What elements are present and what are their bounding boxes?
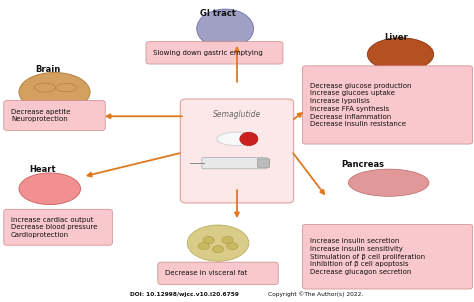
FancyBboxPatch shape	[158, 262, 278, 284]
FancyBboxPatch shape	[4, 209, 112, 245]
Text: Slowing down gastric emptying: Slowing down gastric emptying	[153, 50, 263, 56]
Text: Pancreas: Pancreas	[341, 160, 384, 169]
Text: Copyright ©The Author(s) 2022.: Copyright ©The Author(s) 2022.	[268, 291, 363, 297]
Circle shape	[198, 243, 210, 250]
Text: Increase cardiac output
Decrease blood pressure
Cardioprotection: Increase cardiac output Decrease blood p…	[11, 217, 97, 238]
Ellipse shape	[56, 83, 77, 92]
Ellipse shape	[348, 169, 429, 196]
Text: GI tract: GI tract	[200, 9, 236, 18]
Text: Brain: Brain	[35, 65, 60, 74]
Circle shape	[203, 236, 214, 244]
FancyBboxPatch shape	[4, 101, 105, 130]
FancyBboxPatch shape	[202, 157, 267, 169]
FancyBboxPatch shape	[302, 224, 473, 289]
Circle shape	[212, 246, 224, 253]
Text: Decrease in visceral fat: Decrease in visceral fat	[165, 270, 247, 276]
Ellipse shape	[197, 9, 254, 48]
Text: Increase insulin secretion
Increase insulin sensitivity
Stimulation of β cell pr: Increase insulin secretion Increase insu…	[310, 238, 425, 275]
Text: Decrease apetite
Neuroprotection: Decrease apetite Neuroprotection	[11, 109, 70, 122]
Ellipse shape	[240, 132, 258, 146]
Text: DOI: 10.12998/wjcc.v10.i20.6759: DOI: 10.12998/wjcc.v10.i20.6759	[130, 291, 239, 297]
Ellipse shape	[19, 173, 81, 205]
Ellipse shape	[367, 38, 434, 71]
Text: Semaglutide: Semaglutide	[213, 110, 261, 119]
FancyBboxPatch shape	[146, 42, 283, 64]
Circle shape	[227, 243, 238, 250]
Ellipse shape	[19, 72, 90, 112]
FancyBboxPatch shape	[257, 159, 270, 167]
Ellipse shape	[187, 225, 249, 261]
Ellipse shape	[35, 83, 56, 92]
Text: Decrease glucose production
Increase glucoes uptake
Increase lypolisis
Increase : Decrease glucose production Increase glu…	[310, 82, 411, 127]
FancyBboxPatch shape	[302, 66, 473, 144]
FancyBboxPatch shape	[180, 99, 293, 203]
Circle shape	[222, 236, 233, 244]
Ellipse shape	[217, 132, 257, 146]
Text: Heart: Heart	[29, 165, 56, 174]
Text: Liver: Liver	[384, 33, 408, 42]
